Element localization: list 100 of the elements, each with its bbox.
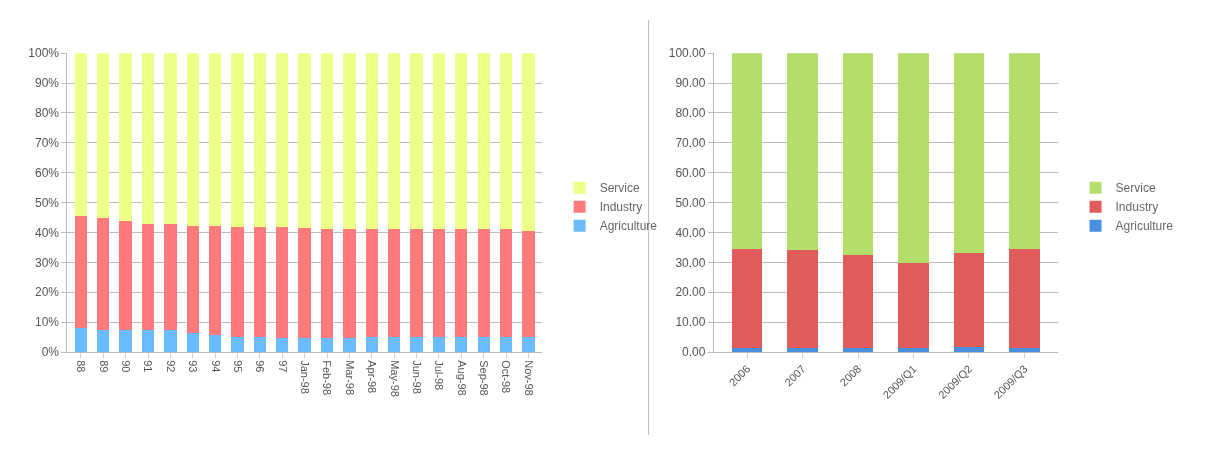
bar: [787, 348, 818, 352]
bar: [320, 53, 334, 229]
bar: [164, 53, 177, 225]
bar: [388, 337, 401, 352]
bar: [208, 226, 222, 336]
bar: [455, 337, 468, 352]
y-tick-label: 30.00: [675, 255, 706, 270]
bar: [787, 249, 818, 349]
y-tick-label: 80%: [35, 106, 60, 121]
bar: [186, 225, 199, 334]
y-tick-label: 40.00: [675, 225, 706, 240]
y-tick-label: 90%: [35, 76, 60, 91]
bar: [164, 330, 177, 352]
bar: [388, 53, 401, 229]
bar: [253, 226, 267, 338]
x-tick-label: 96: [254, 360, 267, 373]
bar: [208, 53, 222, 227]
bar: [119, 53, 132, 221]
bar: [522, 337, 535, 352]
bar: [1009, 249, 1040, 349]
y-tick-label: 40%: [35, 225, 60, 240]
bar: [1009, 348, 1040, 352]
legend-label: Industry: [1115, 200, 1159, 215]
y-tick-label: 50%: [35, 195, 60, 210]
bar: [343, 337, 356, 352]
x-tick-label: Oct-98: [500, 360, 513, 394]
bar: [253, 53, 267, 227]
bar: [119, 220, 132, 330]
bar: [276, 337, 289, 352]
x-tick-label: Jul-98: [433, 360, 446, 391]
bar: [97, 329, 110, 352]
y-tick-label: 70.00: [675, 136, 706, 151]
y-tick-label: 90.00: [675, 76, 706, 91]
bar: [343, 53, 356, 229]
bar: [231, 53, 244, 227]
bar: [499, 228, 513, 338]
bar: [164, 224, 177, 331]
x-tick-label: 95: [231, 360, 244, 373]
legend-label: Agriculture: [599, 219, 658, 234]
bar: [477, 53, 490, 229]
bar: [298, 53, 311, 228]
bar: [253, 337, 267, 352]
x-tick-label: 97: [276, 360, 289, 373]
y-tick-label: 70%: [35, 136, 60, 151]
bar: [898, 53, 929, 264]
bar: [499, 53, 513, 229]
bar: [731, 249, 763, 349]
x-tick-label: 90: [120, 360, 133, 373]
bar: [731, 53, 763, 250]
bar: [455, 53, 468, 229]
bar: [74, 216, 88, 329]
y-tick-label: 50.00: [675, 195, 706, 210]
bar: [141, 53, 155, 224]
y-tick-label: 20.00: [675, 285, 706, 300]
bar: [343, 228, 356, 338]
x-tick-label: Apr-98: [366, 360, 379, 394]
bar: [410, 53, 423, 229]
bar: [1009, 53, 1040, 250]
bar: [499, 337, 513, 352]
y-tick-label: 10%: [35, 315, 60, 330]
x-tick-label: 91: [142, 360, 155, 373]
bar: [842, 53, 874, 256]
bar: [97, 217, 110, 330]
bar: [186, 53, 199, 226]
y-tick-label: 100.00: [668, 46, 706, 61]
bar: [74, 53, 88, 217]
y-tick-label: 60%: [35, 165, 60, 180]
bar: [320, 228, 334, 338]
bar: [208, 335, 222, 352]
x-tick-label: 88: [75, 360, 88, 373]
bar: [231, 336, 244, 352]
bar: [365, 337, 378, 352]
x-tick-label: 89: [97, 360, 110, 373]
x-tick-label: Jun-98: [410, 360, 423, 394]
legend-label: Industry: [599, 200, 643, 215]
y-tick-label: 0.00: [682, 345, 706, 360]
bar: [953, 347, 985, 352]
bar: [276, 226, 289, 338]
y-tick-label: 80.00: [675, 106, 706, 121]
bar: [477, 228, 490, 338]
bar: [276, 53, 289, 227]
bar: [410, 337, 423, 352]
bar: [432, 228, 446, 338]
x-tick-label: 93: [187, 360, 200, 373]
y-tick-label: 30%: [35, 255, 60, 270]
x-tick-label: Mar-98: [343, 360, 356, 396]
bar: [953, 53, 985, 254]
bar: [410, 228, 423, 338]
x-tick-label: May-98: [388, 360, 401, 397]
y-tick-label: 60.00: [675, 165, 706, 180]
bar: [898, 348, 929, 352]
bar: [141, 223, 155, 330]
bar: [432, 337, 446, 352]
y-tick-label: 100%: [28, 46, 60, 61]
bar: [432, 53, 446, 229]
bar: [898, 263, 929, 349]
bar: [320, 337, 334, 352]
bar: [842, 255, 874, 349]
x-tick-label: Nov-98: [522, 360, 535, 396]
bar: [522, 53, 535, 231]
